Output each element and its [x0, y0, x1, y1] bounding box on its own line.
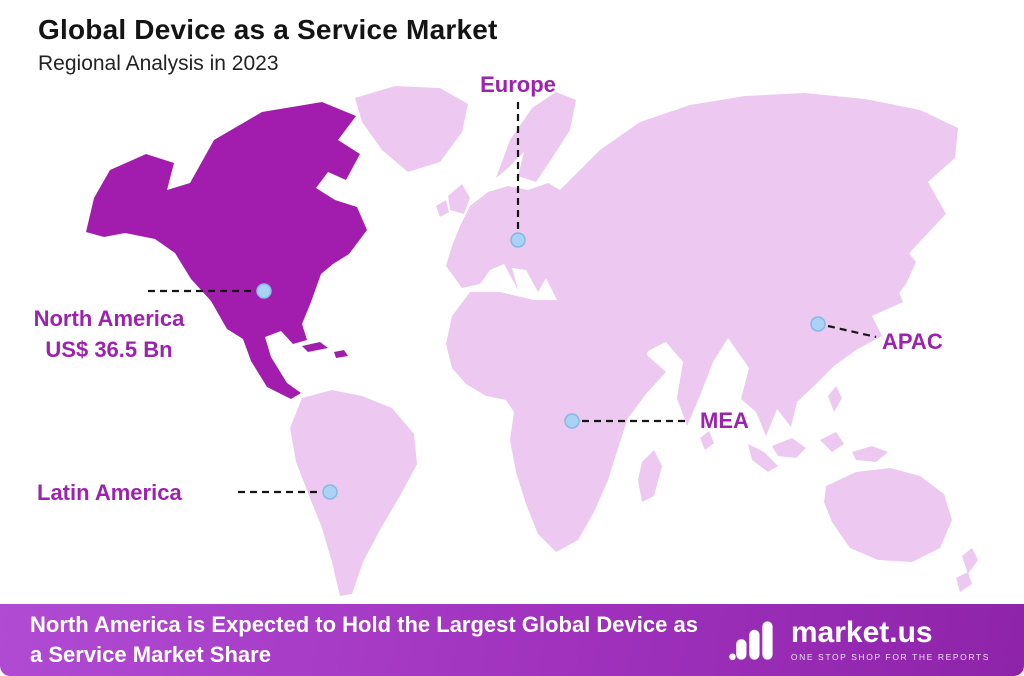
region-philippines: [828, 386, 842, 412]
market-us-logo-icon: [729, 621, 773, 661]
footer-bar: North America is Expected to Hold the La…: [0, 604, 1024, 676]
region-sumatra-java: [748, 444, 778, 472]
page-subtitle: Regional Analysis in 2023: [38, 52, 279, 75]
region-madagascar: [638, 450, 662, 502]
label-north-america-block: North America US$ 36.5 Bn: [4, 304, 214, 366]
region-scandinavia: [496, 92, 576, 182]
region-new-guinea: [852, 446, 888, 462]
region-south-america: [290, 390, 417, 596]
header: Global Device as a Service Market Region…: [38, 14, 498, 76]
marker-mea: [564, 413, 580, 429]
region-japan: [886, 252, 916, 300]
region-ireland: [436, 200, 449, 217]
label-apac: APAC: [882, 329, 943, 354]
brand-name: market.us: [790, 616, 933, 649]
region-caribbean: [302, 342, 348, 358]
marker-latin-america: [322, 484, 338, 500]
marker-europe: [510, 232, 526, 248]
label-north-america-value: US$ 36.5 Bn: [45, 336, 173, 362]
region-new-zealand: [956, 548, 978, 592]
marker-apac: [810, 316, 826, 332]
region-north-america: [86, 102, 367, 399]
marker-north-america: [256, 283, 272, 299]
region-sulawesi: [820, 432, 844, 452]
region-africa: [446, 292, 666, 552]
label-europe: Europe: [480, 72, 556, 97]
region-greenland: [355, 86, 468, 172]
brand-tagline: ONE STOP SHOP FOR THE REPORTS: [790, 652, 990, 662]
region-sri-lanka: [700, 431, 714, 450]
label-latin-america: Latin America: [37, 480, 182, 505]
region-borneo: [772, 438, 806, 458]
label-north-america: North America: [33, 306, 185, 331]
brand-text: market.us ONE STOP SHOP FOR THE REPORTS: [790, 616, 990, 663]
page-title: Global Device as a Service Market: [38, 14, 498, 45]
brand-block: market.us ONE STOP SHOP FOR THE REPORTS: [725, 617, 1024, 663]
label-mea: MEA: [700, 408, 749, 433]
region-uk: [448, 184, 470, 214]
region-australia: [824, 468, 952, 562]
leader-line-apac: [827, 324, 877, 339]
region-iceland: [420, 120, 448, 142]
world-map: [86, 86, 978, 596]
region-eurasia: [446, 93, 958, 436]
footer-headline: North America is Expected to Hold the La…: [30, 612, 698, 667]
